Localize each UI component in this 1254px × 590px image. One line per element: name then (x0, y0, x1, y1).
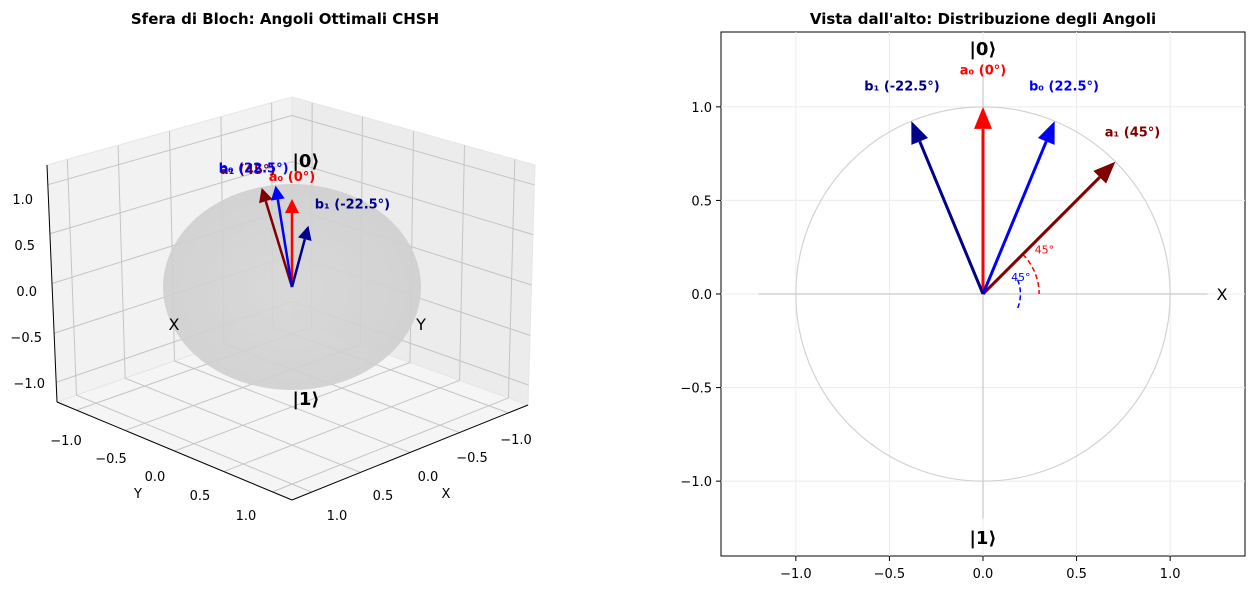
bloch-vector-label: b₀ (22.5°) (219, 162, 289, 177)
tv-ytick-label: −1.0 (680, 475, 712, 490)
y-tick-label: −1.0 (50, 434, 82, 449)
tv-x-direction-label: X (1217, 285, 1228, 304)
bloch-vector: a₀ (0°) (269, 170, 315, 287)
bloch-gridlines (47, 102, 535, 493)
angle-arc-label: 45° (1035, 244, 1055, 257)
tv-vector-head (974, 106, 992, 129)
tv-vector-label: a₀ (0°) (960, 64, 1006, 79)
tv-vector-head (1037, 121, 1055, 145)
y-tick-label: 1.0 (236, 509, 257, 524)
bloch-vectors: a₀ (0°)a₁ (45°)b₀ (22.5°) b₁ (-22.5°) (219, 162, 390, 288)
tv-vector-shaft (981, 176, 1101, 296)
top-view-vector: b₁ (-22.5°) (864, 80, 985, 295)
bloch-vector-label: a₀ (0°) (269, 170, 315, 185)
state-one-label: |1⟩ (292, 389, 319, 410)
x-tick-label: −1.0 (500, 433, 532, 448)
angle-arc (1022, 253, 1040, 295)
top-view-title: Vista dall'alto: Distribuzione degli Ang… (810, 10, 1156, 28)
x-direction-label: X (169, 315, 180, 334)
y-axis: −1.0 −0.5 0.0 0.5 1.0 Y (50, 401, 293, 524)
bloch-title: Sfera di Bloch: Angoli Ottimali CHSH (131, 10, 439, 28)
x-tick-label: 0.5 (373, 489, 394, 504)
bloch-vector-head (259, 187, 273, 204)
tv-ytick-label: 1.0 (691, 101, 712, 116)
top-view-vector: a₀ (0°) (960, 64, 1006, 294)
z-tick-label: 0.0 (16, 285, 37, 300)
top-view-ticks: −1.0 −0.5 0.0 0.5 1.0 1.0 0.5 0.0 −0.5 −1.0 (680, 101, 1180, 582)
bloch-vector-shaft (290, 238, 307, 288)
bloch-vector-head (298, 225, 312, 242)
x-axis-label: X (442, 487, 451, 502)
tv-vector-head (911, 121, 929, 145)
y-direction-label: Y (415, 315, 426, 334)
tv-state-zero-label: |0⟩ (969, 39, 996, 60)
tv-xtick-label: −0.5 (874, 567, 906, 582)
tv-xtick-label: −1.0 (780, 567, 812, 582)
tv-xtick-label: 1.0 (1160, 567, 1181, 582)
bloch-sphere-panel: Sfera di Bloch: Angoli Ottimali CHSH 1.0… (10, 10, 536, 524)
top-view-vector: a₁ (45°) (981, 125, 1160, 296)
top-view-vector: b₀ (22.5°) (981, 80, 1099, 295)
y-axis-label: Y (133, 487, 142, 502)
tv-xtick-label: 0.5 (1066, 567, 1087, 582)
z-axis: 1.0 0.5 0.0 −0.5 −1.0 (10, 164, 58, 403)
tv-vector-label: b₀ (22.5°) (1029, 80, 1099, 95)
tv-ytick-label: 0.0 (691, 288, 712, 303)
y-tick-label: −0.5 (95, 452, 127, 467)
x-tick-label: 0.0 (418, 470, 439, 485)
tv-vector-shaft (981, 140, 1048, 295)
tv-ytick-label: 0.5 (691, 194, 712, 209)
state-zero-label: |0⟩ (292, 151, 319, 172)
tv-ytick-label: −0.5 (680, 382, 712, 397)
angle-arc-label: 45° (1011, 271, 1031, 284)
bloch-vector-head (285, 199, 299, 213)
bloch-vector-head (270, 185, 285, 201)
tv-vector-label: a₁ (45°) (1105, 125, 1160, 140)
z-tick-label: −0.5 (10, 331, 42, 346)
bloch-vector: b₁ (-22.5°) (290, 198, 390, 288)
bloch-vector: a₁ (45°) (220, 163, 294, 288)
tv-state-one-label: |1⟩ (969, 528, 996, 549)
bloch-vector-label: a₁ (45°) (220, 163, 275, 178)
tv-vector-head (1093, 161, 1116, 184)
tv-vector-label: b₁ (-22.5°) (864, 80, 939, 95)
x-tick-label: 1.0 (327, 509, 348, 524)
z-tick-label: −1.0 (13, 377, 45, 392)
y-tick-label: 0.5 (190, 489, 211, 504)
x-axis: −1.0 −0.5 0.0 0.5 1.0 X (291, 404, 532, 524)
angle-arc (1016, 279, 1022, 309)
top-view-panel: Vista dall'alto: Distribuzione degli Ang… (680, 10, 1246, 582)
z-tick-label: 1.0 (12, 193, 33, 208)
bloch-vector-label: b₁ (-22.5°) (315, 198, 390, 213)
top-view-vectors: a₀ (0°) a₁ (45°) b₀ (22.5°) b₁ (-22.5°) (864, 64, 1160, 296)
tv-vector-shaft (918, 140, 985, 295)
bloch-vector-shaft (276, 199, 294, 288)
x-tick-label: −0.5 (456, 451, 488, 466)
angle-arcs: 45° 45° (1011, 244, 1054, 309)
bloch-vector-shaft (264, 200, 294, 288)
bloch-vector: b₀ (22.5°) (219, 162, 294, 288)
z-tick-label: 0.5 (14, 239, 35, 254)
y-tick-label: 0.0 (145, 470, 166, 485)
tv-xtick-label: 0.0 (973, 567, 994, 582)
